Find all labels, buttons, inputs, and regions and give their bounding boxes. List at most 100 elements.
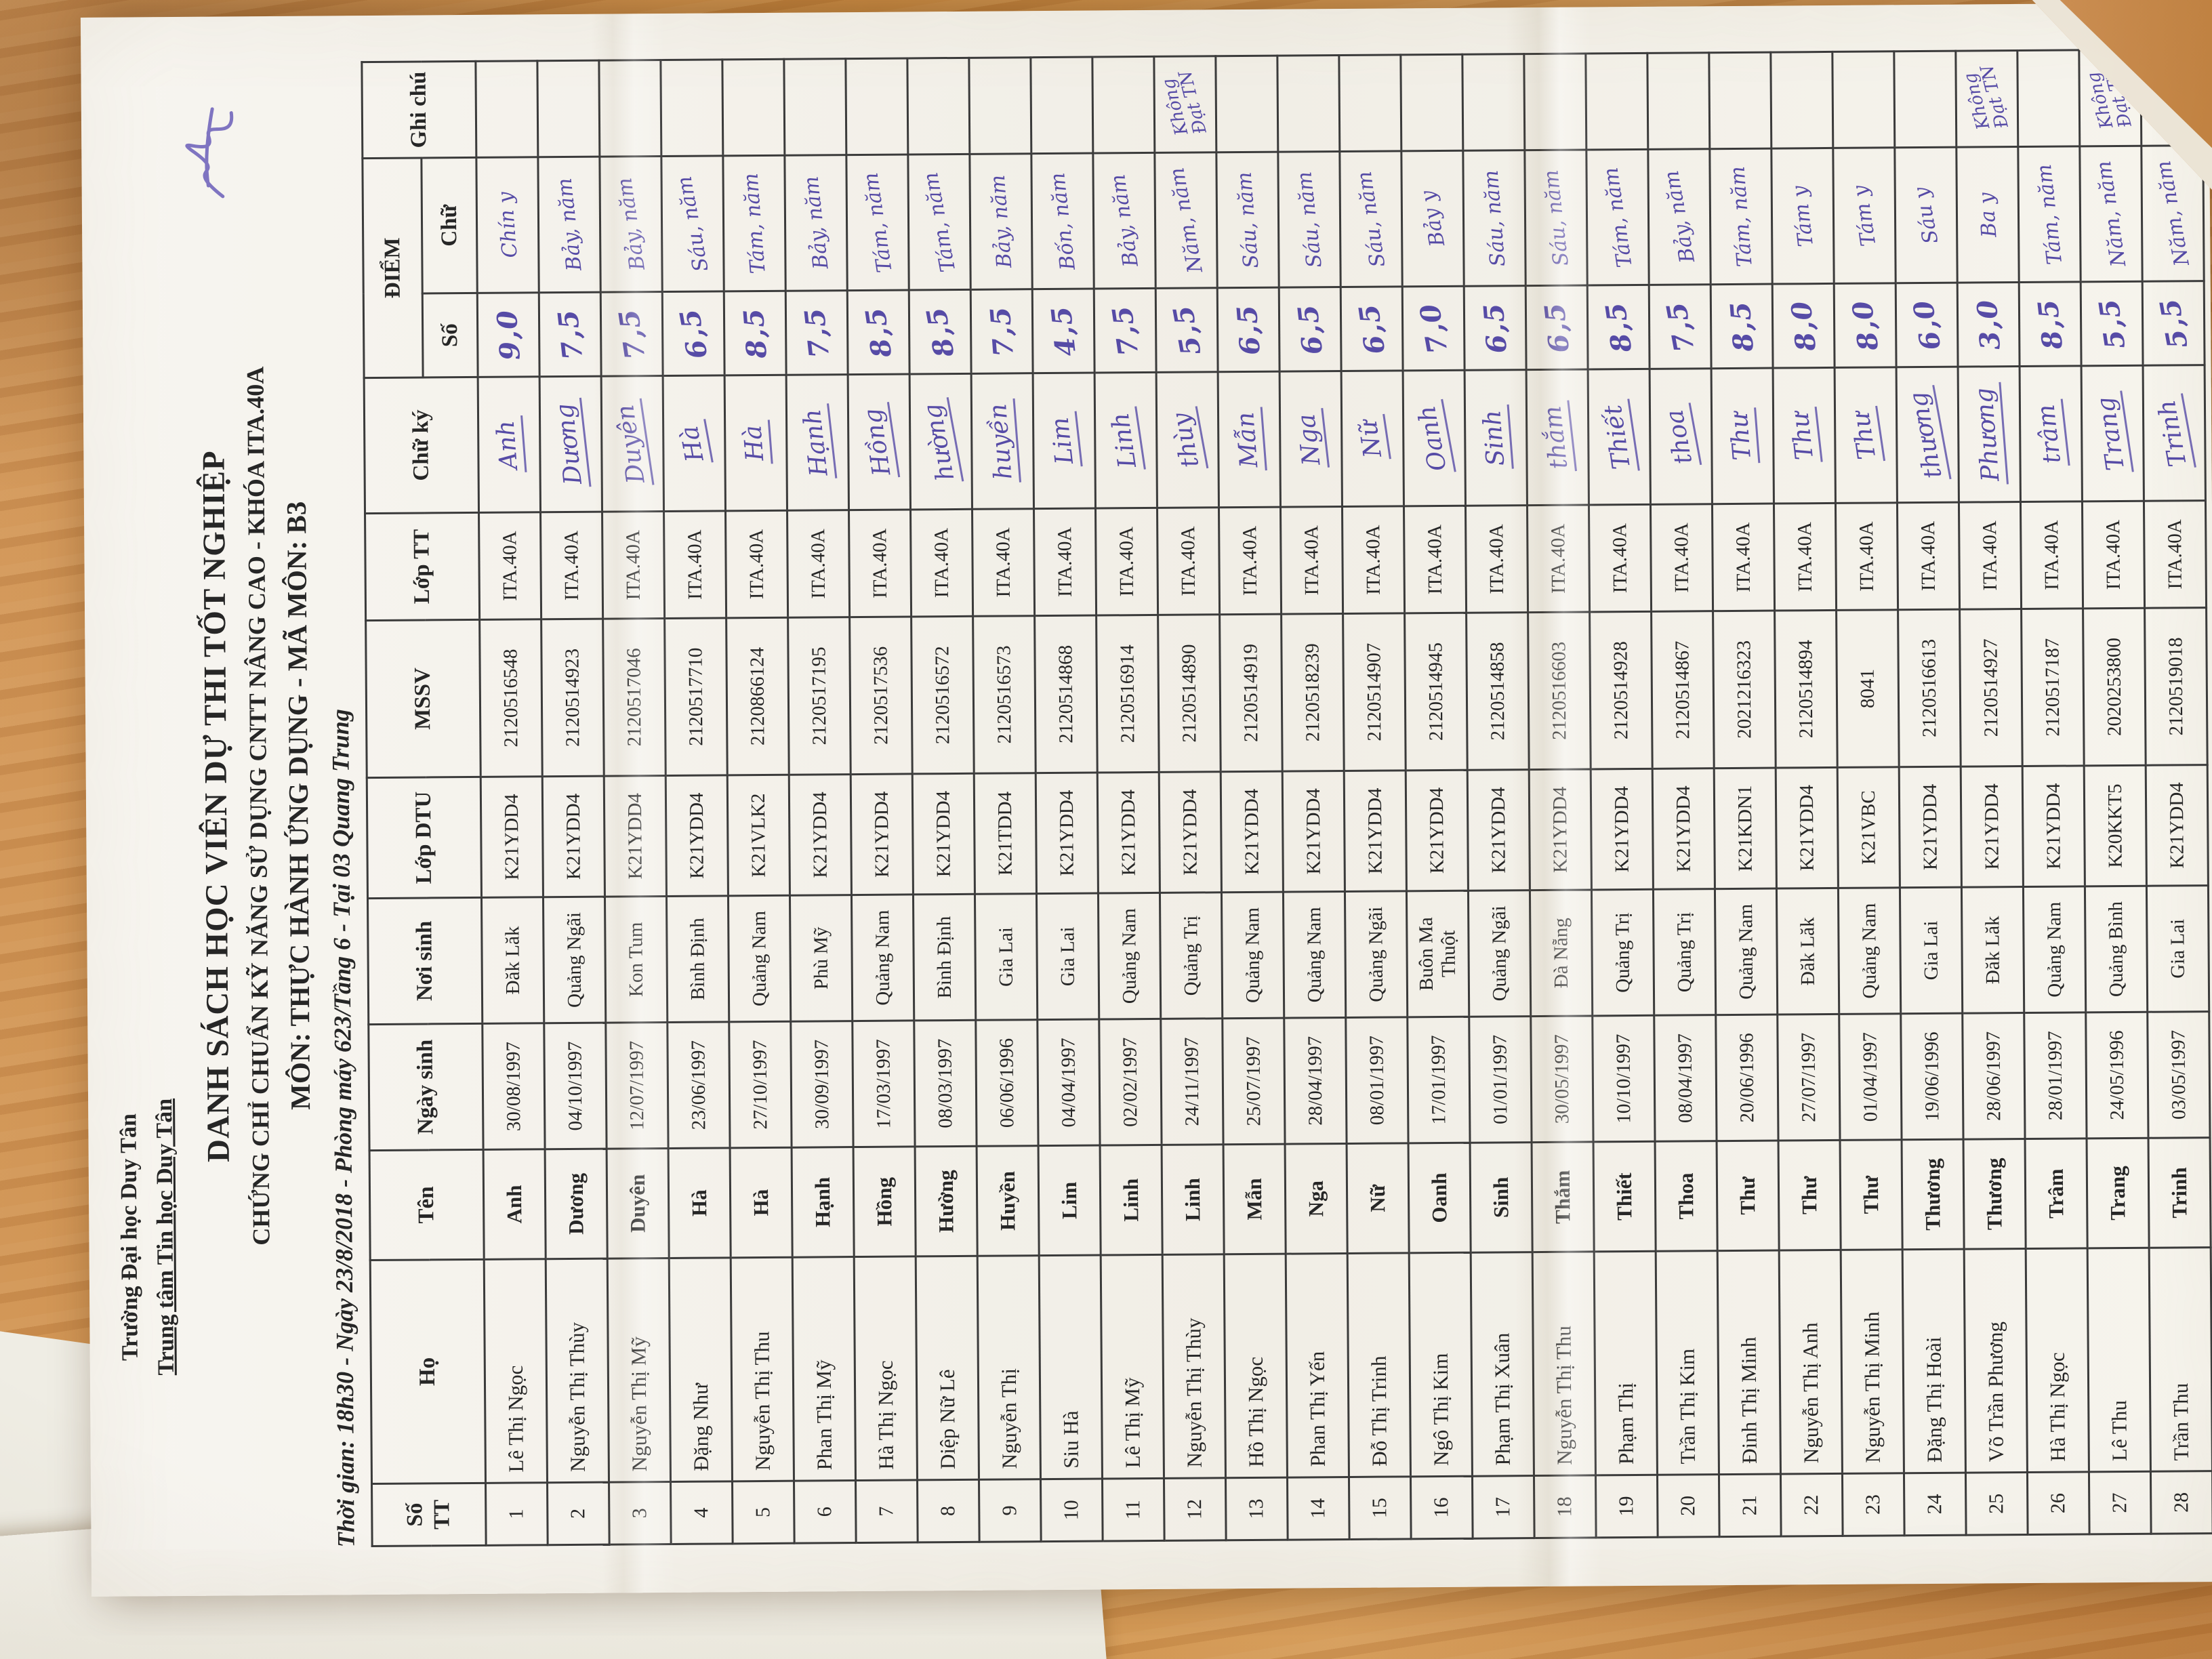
cell-mssv: 8041 bbox=[1836, 609, 1900, 768]
cell-ghi-chu bbox=[537, 60, 600, 157]
cell-diem-chu: Sáu, năm bbox=[1340, 150, 1403, 287]
cell-ngay-sinh: 20/06/1996 bbox=[1716, 1015, 1779, 1141]
score-number-handwriting: 6,5 bbox=[1231, 302, 1267, 356]
cell-lop-tt: ITA.40A bbox=[540, 512, 603, 619]
cell-diem-so: 8,5 bbox=[2019, 281, 2082, 367]
cell-diem-so: 6,5 bbox=[1340, 286, 1404, 371]
cell-noi-sinh: Quảng Trị bbox=[1653, 888, 1717, 1016]
score-words-handwriting: Tám, năm bbox=[1725, 165, 1757, 268]
table-row: 14 Phan Thị Yến Nga 28/04/1997 Quảng Nam… bbox=[1277, 55, 1350, 1540]
signature-handwriting: Thiết bbox=[1599, 398, 1641, 476]
cell-lop-tt: ITA.40A bbox=[1033, 508, 1097, 616]
cell-ngay-sinh: 30/09/1997 bbox=[791, 1021, 854, 1148]
score-words-handwriting: Bảy y bbox=[1416, 188, 1450, 249]
cell-ho: Nguyễn Thị Mỹ bbox=[607, 1258, 671, 1483]
header-ngay-sinh: Ngày sinh bbox=[369, 1023, 484, 1151]
cell-mssv: 2120866124 bbox=[726, 617, 790, 775]
score-number-handwriting: 6,5 bbox=[1352, 301, 1392, 357]
signature-handwriting: Phương bbox=[1969, 382, 2009, 487]
cell-lop-dtu: K21YDD4 bbox=[789, 774, 852, 896]
score-number-handwriting: 5,5 bbox=[1166, 302, 1208, 359]
table-row: 8 Diệp Nữ Lê Hường 08/03/1997 Bình Định … bbox=[907, 58, 980, 1542]
cell-diem-so: 5,5 bbox=[2081, 281, 2144, 366]
document-content: Trường Đại học Duy Tân Trung tâm Tin học… bbox=[81, 3, 2212, 1597]
score-number-handwriting: 4,5 bbox=[1044, 304, 1083, 359]
cell-mssv: 2120516613 bbox=[1898, 609, 1961, 767]
cell-ten: Nữ bbox=[1347, 1143, 1410, 1254]
cell-chu-ky: trâm bbox=[2020, 365, 2083, 502]
cell-noi-sinh: Quảng Ngãi bbox=[1345, 890, 1408, 1018]
cell-so-tt: 18 bbox=[1534, 1475, 1597, 1538]
cell-chu-ky: Hạnh bbox=[786, 374, 849, 511]
score-words-handwriting: Năm, năm bbox=[2091, 159, 2131, 268]
cell-ngay-sinh: 01/04/1997 bbox=[1839, 1013, 1902, 1141]
cell-mssv: 2120517195 bbox=[787, 617, 851, 775]
cell-ho: Ngô Thị Kim bbox=[1409, 1252, 1473, 1477]
header-chu-ky: Chữ ký bbox=[364, 377, 479, 514]
cell-mssv: 2021216323 bbox=[1713, 611, 1776, 769]
cell-mssv: 2120514907 bbox=[1343, 613, 1406, 771]
cell-lop-dtu: K21YDD4 bbox=[1899, 766, 1962, 888]
score-words-handwriting: Sáu, năm bbox=[1479, 169, 1511, 268]
cell-ten: Hường bbox=[915, 1146, 978, 1256]
cell-lop-dtu: K21YDD4 bbox=[665, 775, 729, 897]
cell-ghi-chu bbox=[1832, 51, 1896, 148]
cell-so-tt: 15 bbox=[1349, 1476, 1412, 1540]
header-ho: Họ bbox=[370, 1259, 486, 1484]
cell-ngay-sinh: 19/06/1996 bbox=[1901, 1013, 1964, 1140]
subject-line: MÔN: THỰC HÀNH ỨNG DỤNG - MÃ MÔN: B3 bbox=[281, 501, 316, 1110]
cell-chu-ky: thùy bbox=[1156, 371, 1219, 508]
table-row: 3 Nguyễn Thị Mỹ Duyên 12/07/1997 Kon Tum… bbox=[599, 60, 672, 1545]
cell-ten: Trâm bbox=[2025, 1138, 2088, 1249]
cell-lop-dtu: K21YDD4 bbox=[1591, 769, 1654, 890]
cell-ho: Siu Hà bbox=[1039, 1255, 1103, 1479]
cell-lop-tt: ITA.40A bbox=[2020, 501, 2083, 609]
cell-ghi-chu bbox=[1462, 54, 1525, 151]
signature-handwriting: Dương bbox=[550, 398, 592, 491]
cell-ho: Lê Thị Mỹ bbox=[1101, 1254, 1164, 1479]
cell-chu-ky: Trang bbox=[2081, 365, 2144, 501]
cell-lop-tt: ITA.40A bbox=[1465, 505, 1528, 613]
cell-chu-ky: Anh bbox=[478, 376, 541, 513]
cell-lop-dtu: K21YDD4 bbox=[1961, 766, 2024, 888]
cell-ghi-chu bbox=[907, 58, 970, 155]
cell-ghi-chu: Không Đạt TN bbox=[1956, 50, 2019, 148]
table-row: 23 Nguyễn Thị Minh Thư 01/04/1997 Quảng … bbox=[1832, 51, 1905, 1536]
table-row: 20 Trần Thị Kim Thoa 08/04/1997 Quảng Tr… bbox=[1647, 52, 1720, 1538]
score-words-handwriting: Tám, năm bbox=[739, 172, 771, 275]
score-number-handwriting: 7,5 bbox=[984, 304, 1020, 359]
cell-diem-so: 8,5 bbox=[1587, 285, 1650, 369]
cell-diem-so: 6,5 bbox=[1525, 285, 1589, 370]
cell-diem-chu: Sáu, năm bbox=[1278, 151, 1341, 288]
score-number-handwriting: 5,5 bbox=[2092, 295, 2132, 352]
cell-lop-tt: ITA.40A bbox=[602, 511, 665, 619]
cell-ten: Hạnh bbox=[792, 1147, 855, 1258]
cell-so-tt: 27 bbox=[2089, 1471, 2152, 1534]
cell-chu-ky: huyền bbox=[971, 373, 1034, 510]
cell-ho: Đinh Thị Minh bbox=[1717, 1250, 1781, 1475]
cell-ghi-chu bbox=[1092, 56, 1155, 154]
score-number-handwriting: 6,5 bbox=[1477, 301, 1513, 355]
cell-diem-so: 7,5 bbox=[539, 292, 602, 377]
cell-lop-tt: ITA.40A bbox=[1650, 504, 1713, 612]
cell-diem-chu: Tám, năm bbox=[908, 154, 971, 290]
cell-chu-ky: Thiết bbox=[1588, 369, 1651, 505]
cell-ghi-chu bbox=[1277, 55, 1340, 152]
cell-noi-sinh: Quảng Nam bbox=[851, 894, 915, 1021]
cell-so-tt: 20 bbox=[1657, 1474, 1720, 1538]
cell-ten: Thư bbox=[1778, 1140, 1841, 1251]
cell-lop-tt: ITA.40A bbox=[1404, 506, 1467, 613]
cell-mssv: 2120516572 bbox=[911, 616, 975, 774]
cell-ghi-chu bbox=[1771, 52, 1834, 149]
cell-noi-sinh: Buôn Ma Thuột bbox=[1406, 890, 1470, 1017]
cell-chu-ky: Hồng bbox=[848, 373, 911, 510]
cell-diem-so: 8,5 bbox=[847, 289, 910, 375]
cell-lop-tt: ITA.40A bbox=[972, 508, 1035, 617]
score-number-handwriting: 7,5 bbox=[551, 307, 590, 362]
cell-ngay-sinh: 24/11/1997 bbox=[1161, 1018, 1224, 1145]
cell-lop-tt: ITA.40A bbox=[848, 509, 912, 617]
cell-diem-chu: Bảy, năm bbox=[538, 157, 601, 293]
cell-noi-sinh: Quảng Nam bbox=[728, 895, 792, 1022]
cell-lop-dtu: K20KKT5 bbox=[2084, 765, 2147, 886]
